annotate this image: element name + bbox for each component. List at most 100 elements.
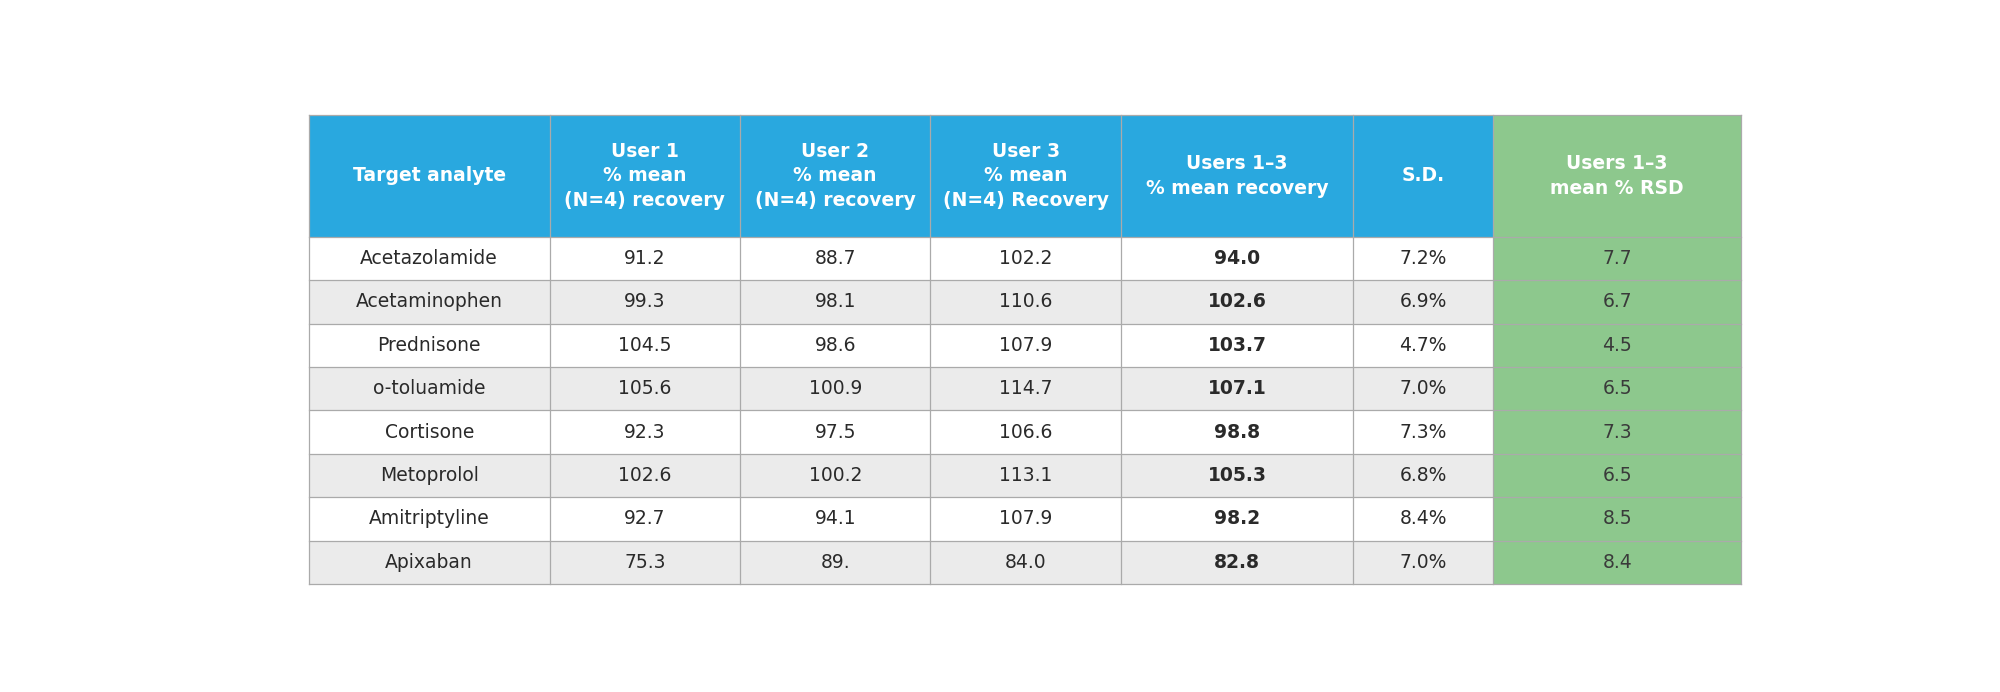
Text: 99.3: 99.3: [624, 293, 666, 311]
Text: 94.0: 94.0: [1214, 249, 1260, 268]
Text: 6.9%: 6.9%: [1400, 293, 1446, 311]
Text: 8.5: 8.5: [1602, 509, 1632, 529]
Text: 107.9: 107.9: [1000, 336, 1052, 355]
Text: 104.5: 104.5: [618, 336, 672, 355]
Bar: [550, 237, 740, 280]
Bar: [1352, 410, 1494, 454]
Text: 88.7: 88.7: [814, 249, 856, 268]
Text: 98.6: 98.6: [814, 336, 856, 355]
Bar: [740, 410, 930, 454]
Bar: [1120, 540, 1352, 584]
Text: Users 1–3
% mean recovery: Users 1–3 % mean recovery: [1146, 154, 1328, 198]
Bar: [1120, 237, 1352, 280]
Bar: [740, 115, 930, 237]
Text: Apixaban: Apixaban: [386, 553, 474, 572]
Text: 7.0%: 7.0%: [1400, 379, 1446, 398]
Bar: [1352, 497, 1494, 540]
Bar: [1494, 324, 1742, 367]
Bar: [1352, 280, 1494, 324]
Bar: [930, 454, 1120, 497]
Text: 107.9: 107.9: [1000, 509, 1052, 529]
Bar: [1352, 367, 1494, 410]
Text: 113.1: 113.1: [1000, 466, 1052, 485]
Text: 8.4: 8.4: [1602, 553, 1632, 572]
Bar: [1494, 454, 1742, 497]
Text: 92.7: 92.7: [624, 509, 666, 529]
Bar: [1494, 367, 1742, 410]
Text: 4.5: 4.5: [1602, 336, 1632, 355]
Bar: [930, 324, 1120, 367]
Text: 6.5: 6.5: [1602, 466, 1632, 485]
Bar: [740, 367, 930, 410]
Bar: [740, 237, 930, 280]
Text: 100.9: 100.9: [808, 379, 862, 398]
Bar: [930, 367, 1120, 410]
Bar: [550, 497, 740, 540]
Bar: [740, 454, 930, 497]
Text: 7.0%: 7.0%: [1400, 553, 1446, 572]
Bar: [308, 280, 550, 324]
Text: 98.1: 98.1: [814, 293, 856, 311]
Bar: [1494, 497, 1742, 540]
Bar: [1352, 540, 1494, 584]
Text: User 1
% mean
(N=4) recovery: User 1 % mean (N=4) recovery: [564, 143, 726, 210]
Bar: [1494, 237, 1742, 280]
Bar: [308, 324, 550, 367]
Text: 7.7: 7.7: [1602, 249, 1632, 268]
Text: 75.3: 75.3: [624, 553, 666, 572]
Text: User 3
% mean
(N=4) Recovery: User 3 % mean (N=4) Recovery: [942, 143, 1108, 210]
Bar: [1120, 324, 1352, 367]
Bar: [740, 540, 930, 584]
Bar: [550, 115, 740, 237]
Text: User 2
% mean
(N=4) recovery: User 2 % mean (N=4) recovery: [754, 143, 916, 210]
Text: 114.7: 114.7: [998, 379, 1052, 398]
Bar: [930, 497, 1120, 540]
Text: 6.8%: 6.8%: [1400, 466, 1446, 485]
Text: 102.6: 102.6: [1208, 293, 1266, 311]
Bar: [930, 237, 1120, 280]
Text: 91.2: 91.2: [624, 249, 666, 268]
Text: 7.3%: 7.3%: [1400, 423, 1446, 441]
Bar: [1120, 367, 1352, 410]
Text: 100.2: 100.2: [808, 466, 862, 485]
Text: 89.: 89.: [820, 553, 850, 572]
Bar: [930, 540, 1120, 584]
Bar: [308, 115, 550, 237]
Bar: [1494, 540, 1742, 584]
Text: Acetaminophen: Acetaminophen: [356, 293, 502, 311]
Bar: [740, 324, 930, 367]
Text: Cortisone: Cortisone: [384, 423, 474, 441]
Bar: [1494, 280, 1742, 324]
Bar: [740, 497, 930, 540]
Text: 8.4%: 8.4%: [1400, 509, 1446, 529]
Text: Acetazolamide: Acetazolamide: [360, 249, 498, 268]
Bar: [1352, 237, 1494, 280]
Text: 84.0: 84.0: [1004, 553, 1046, 572]
Bar: [308, 410, 550, 454]
Bar: [550, 410, 740, 454]
Bar: [930, 115, 1120, 237]
Bar: [308, 497, 550, 540]
Text: 98.8: 98.8: [1214, 423, 1260, 441]
Text: Users 1–3
mean % RSD: Users 1–3 mean % RSD: [1550, 154, 1684, 198]
Bar: [550, 367, 740, 410]
Text: 110.6: 110.6: [1000, 293, 1052, 311]
Bar: [308, 367, 550, 410]
Bar: [1352, 115, 1494, 237]
Text: S.D.: S.D.: [1402, 167, 1444, 185]
Text: Prednisone: Prednisone: [378, 336, 480, 355]
Text: 106.6: 106.6: [1000, 423, 1052, 441]
Bar: [308, 540, 550, 584]
Bar: [930, 280, 1120, 324]
Text: o-toluamide: o-toluamide: [372, 379, 486, 398]
Text: 6.7: 6.7: [1602, 293, 1632, 311]
Text: 103.7: 103.7: [1208, 336, 1266, 355]
Text: 97.5: 97.5: [814, 423, 856, 441]
Bar: [1494, 410, 1742, 454]
Bar: [308, 237, 550, 280]
Bar: [1120, 454, 1352, 497]
Bar: [550, 454, 740, 497]
Text: 105.6: 105.6: [618, 379, 672, 398]
Bar: [550, 324, 740, 367]
Text: 107.1: 107.1: [1208, 379, 1266, 398]
